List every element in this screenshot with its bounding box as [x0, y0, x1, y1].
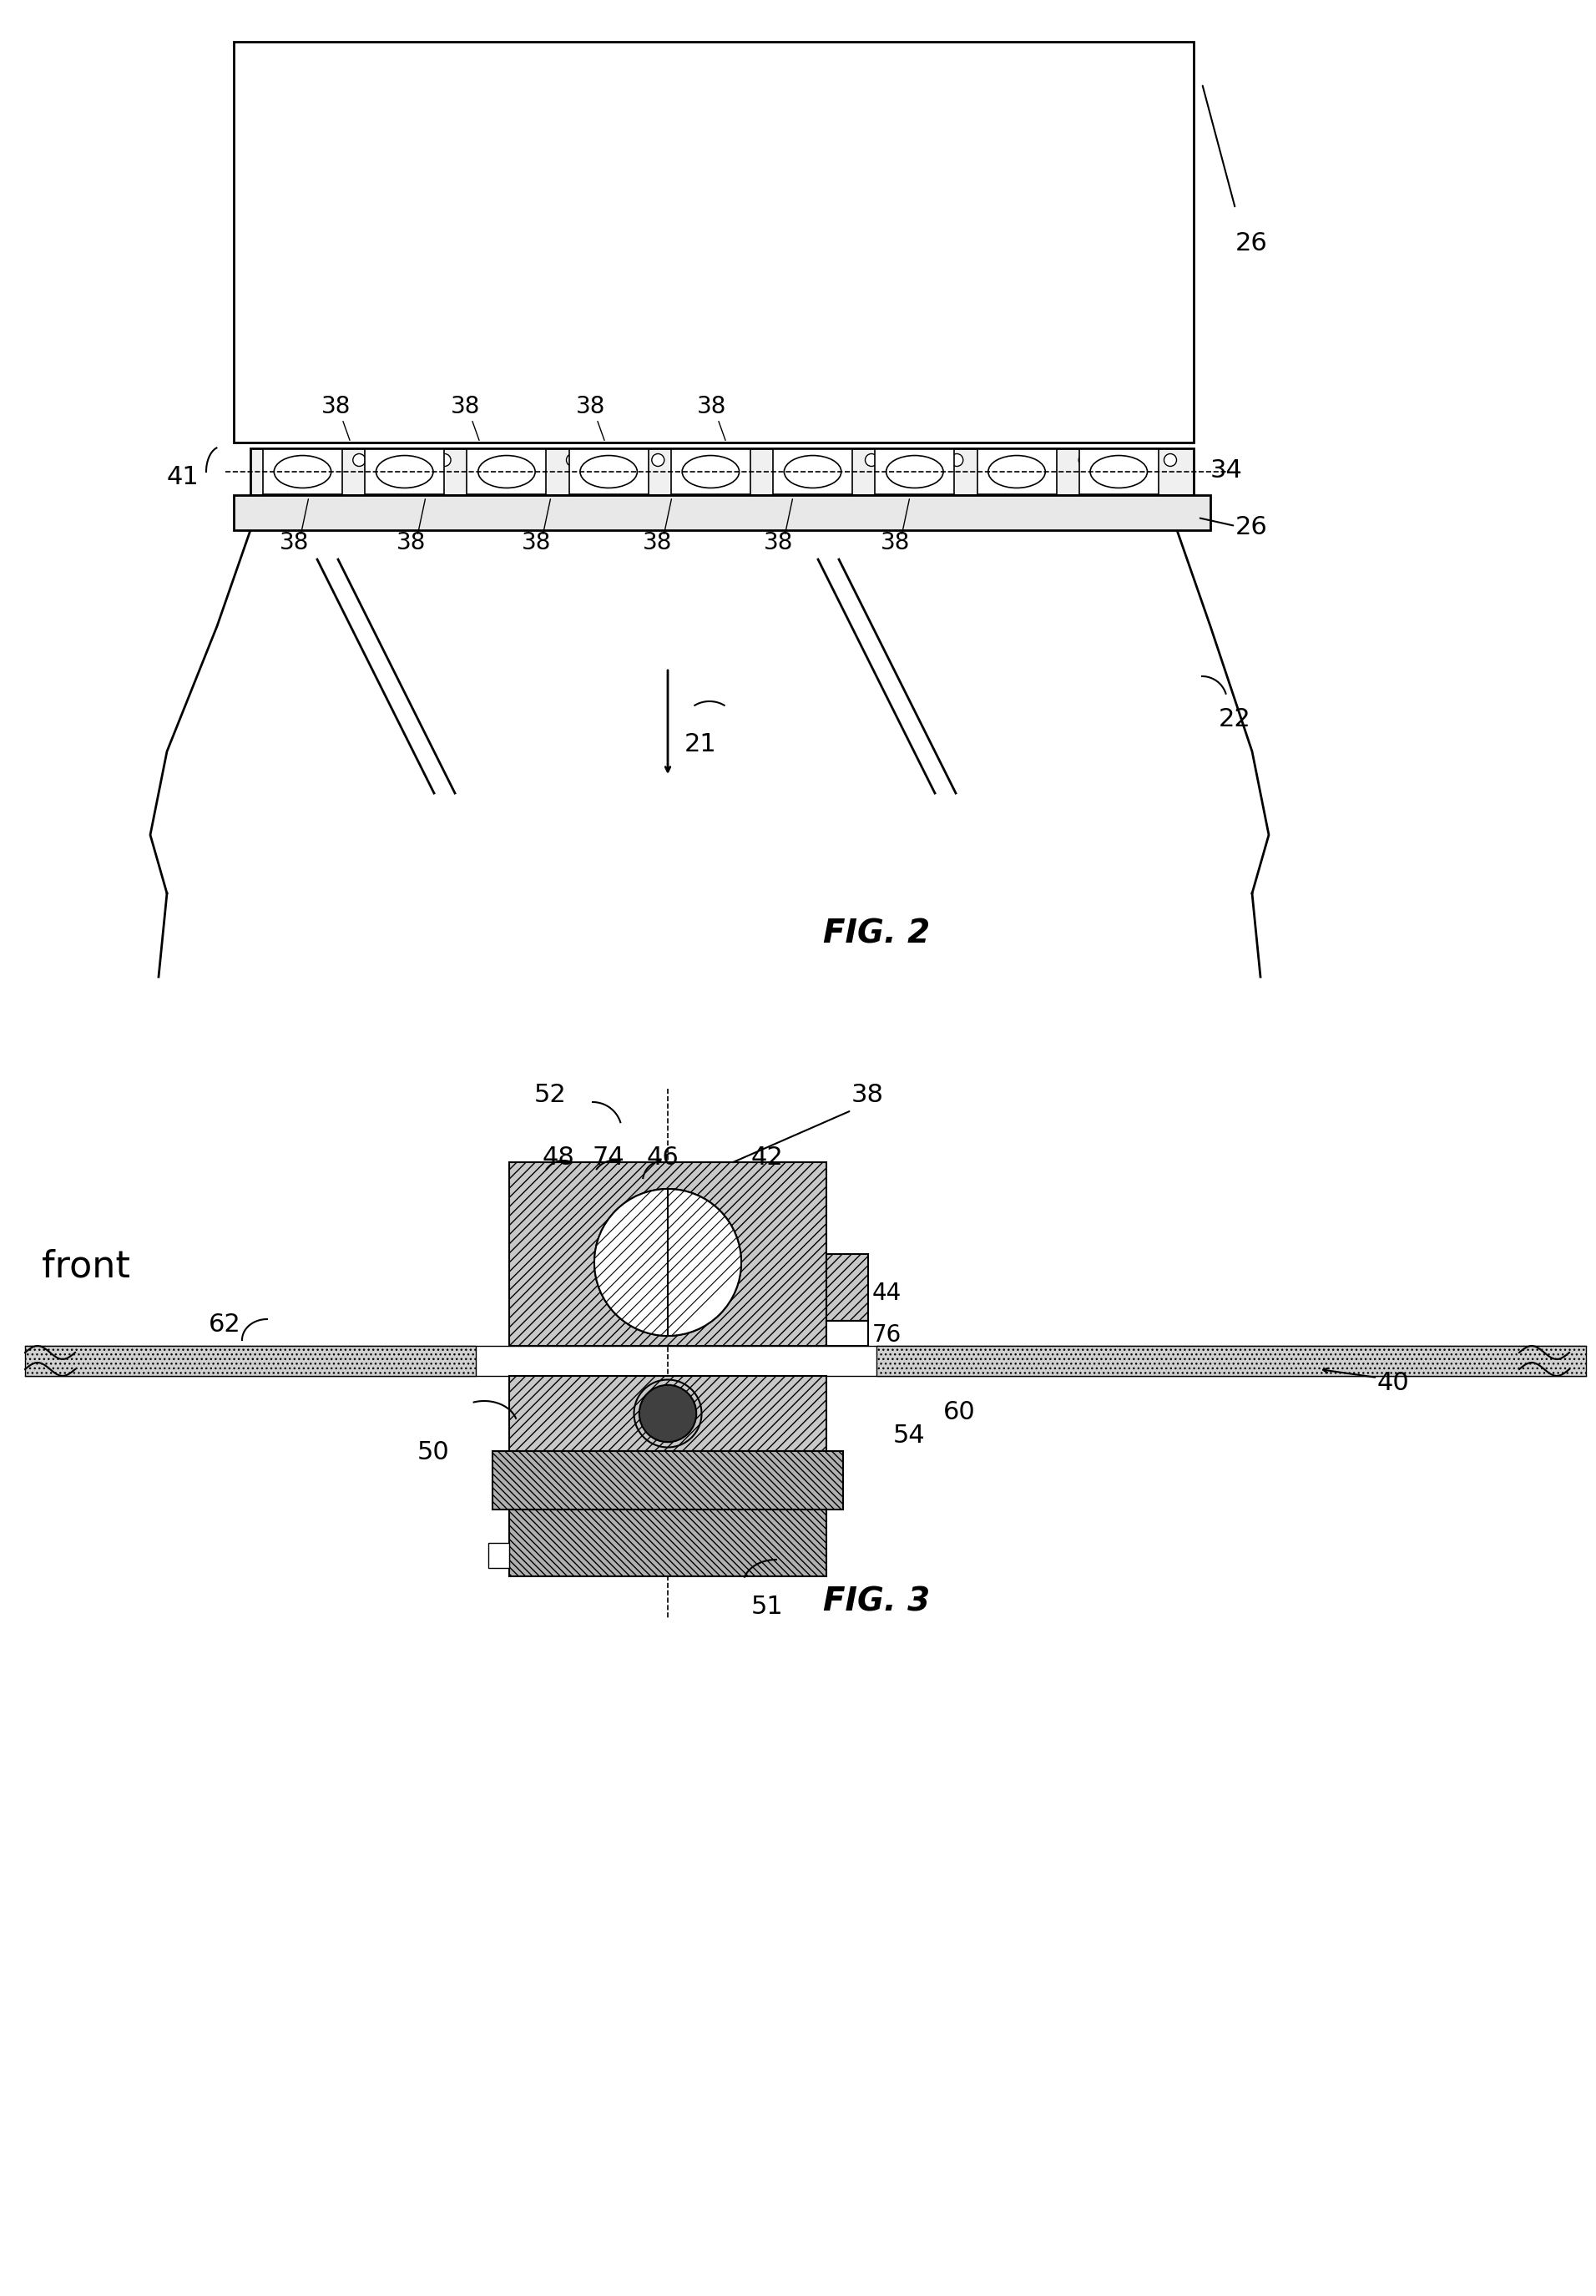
Bar: [1079, 450, 1159, 494]
Text: 62: 62: [209, 1313, 241, 1336]
Circle shape: [594, 1189, 741, 1336]
Circle shape: [594, 1189, 741, 1336]
Bar: [977, 450, 1057, 494]
Circle shape: [1079, 455, 1092, 466]
Circle shape: [439, 455, 450, 466]
Text: 38: 38: [881, 530, 910, 553]
Text: 38: 38: [851, 1084, 884, 1107]
Circle shape: [737, 455, 750, 466]
Bar: [827, 1320, 868, 1345]
Circle shape: [694, 455, 707, 466]
Text: 50: 50: [418, 1440, 450, 1465]
Ellipse shape: [1090, 455, 1148, 489]
Bar: [365, 450, 444, 494]
Text: 44: 44: [873, 1281, 902, 1304]
Text: 46: 46: [646, 1146, 680, 1169]
Circle shape: [865, 455, 878, 466]
Text: 54: 54: [894, 1424, 926, 1449]
Text: 38: 38: [643, 530, 672, 553]
Circle shape: [951, 455, 962, 466]
Bar: [570, 450, 648, 494]
Ellipse shape: [377, 455, 433, 489]
Bar: [509, 1375, 827, 1451]
Text: 40: 40: [1377, 1371, 1409, 1396]
Circle shape: [1122, 455, 1133, 466]
Circle shape: [396, 455, 409, 466]
Text: front: front: [41, 1249, 131, 1286]
Text: 38: 38: [321, 395, 351, 418]
Bar: [509, 1162, 827, 1345]
Text: 26: 26: [1235, 514, 1267, 540]
Text: 38: 38: [450, 395, 480, 418]
Bar: [772, 450, 852, 494]
Text: 22: 22: [1219, 707, 1251, 732]
Text: 26: 26: [1235, 232, 1267, 255]
Circle shape: [1036, 455, 1049, 466]
Text: 76: 76: [873, 1322, 902, 1348]
Circle shape: [908, 455, 921, 466]
Text: 74: 74: [592, 1146, 626, 1169]
Text: FIG. 3: FIG. 3: [824, 1587, 930, 1619]
Circle shape: [993, 455, 1005, 466]
Bar: [468, 450, 546, 494]
Text: 38: 38: [279, 530, 310, 553]
Text: 60: 60: [943, 1401, 975, 1424]
Text: 38: 38: [522, 530, 551, 553]
Ellipse shape: [275, 455, 330, 489]
Text: 41: 41: [168, 466, 200, 489]
Circle shape: [567, 455, 579, 466]
Text: 38: 38: [576, 395, 605, 418]
Ellipse shape: [886, 455, 943, 489]
Bar: [827, 1254, 868, 1320]
Circle shape: [310, 455, 322, 466]
Bar: [876, 1345, 1586, 1375]
Circle shape: [610, 455, 621, 466]
Circle shape: [523, 455, 536, 466]
Text: 51: 51: [752, 1596, 784, 1619]
Circle shape: [780, 455, 792, 466]
Text: FIG. 2: FIG. 2: [824, 918, 930, 951]
Bar: [251, 448, 1194, 496]
Text: 38: 38: [697, 395, 726, 418]
Ellipse shape: [579, 455, 637, 489]
Text: 42: 42: [752, 1146, 784, 1169]
Bar: [875, 450, 954, 494]
Ellipse shape: [479, 455, 535, 489]
Ellipse shape: [681, 455, 739, 489]
Bar: [488, 1543, 509, 1568]
Bar: [233, 41, 1194, 443]
Ellipse shape: [784, 455, 841, 489]
Circle shape: [353, 455, 365, 466]
Bar: [26, 1345, 476, 1375]
Circle shape: [651, 455, 664, 466]
Bar: [509, 1508, 827, 1577]
Circle shape: [640, 1384, 696, 1442]
Circle shape: [822, 455, 835, 466]
Bar: [263, 450, 342, 494]
Bar: [670, 450, 750, 494]
Text: 48: 48: [543, 1146, 575, 1169]
Ellipse shape: [988, 455, 1045, 489]
Text: 38: 38: [764, 530, 793, 553]
Text: 38: 38: [396, 530, 426, 553]
Bar: [493, 1451, 843, 1508]
Circle shape: [1163, 455, 1176, 466]
Circle shape: [268, 455, 279, 466]
Text: 34: 34: [1210, 459, 1243, 482]
Text: 21: 21: [685, 732, 717, 755]
Bar: [233, 496, 1210, 530]
Circle shape: [480, 455, 493, 466]
Text: 52: 52: [535, 1084, 567, 1107]
